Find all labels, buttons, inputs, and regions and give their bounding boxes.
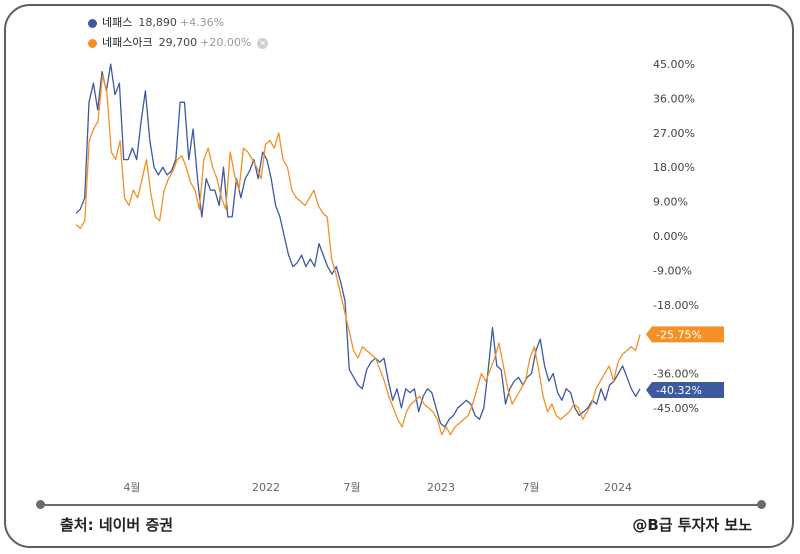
x-tick-label: 2022 [252, 481, 280, 494]
chart-legend: 네패스 18,890 +4.36% 네패스아크 29,700 +20.00% ✕ [88, 13, 269, 53]
end-value-labels: -25.75% -40.32% [646, 326, 724, 399]
y-tick-label: -18.00% [653, 299, 699, 312]
y-tick-label: 9.00% [653, 196, 688, 209]
close-icon[interactable]: ✕ [257, 37, 269, 49]
legend-change: +4.36% [179, 16, 225, 29]
y-tick-label: -36.00% [653, 368, 699, 381]
divider-end-dot [36, 500, 45, 509]
legend-item-nepes[interactable]: 네패스 18,890 +4.36% [88, 13, 268, 33]
y-tick-label: 45.00% [653, 58, 695, 71]
end-value-text: -40.32% [656, 384, 702, 397]
author-label: @B급 투자자 보노 [632, 516, 752, 534]
x-tick-label: 7월 [343, 481, 360, 494]
legend-name: 네패스아크 [102, 36, 153, 49]
legend-marker [88, 18, 97, 28]
series-line-nepes-ark [75, 74, 641, 436]
legend-item-nepes-ark[interactable]: 네패스아크 29,700 +20.00% ✕ [88, 33, 269, 53]
legend-value: 29,700 [158, 36, 198, 49]
series-line-nepes [75, 63, 641, 428]
footer-divider [40, 504, 762, 506]
x-tick-labels: 4월 2022 7월 2023 7월 2024 [123, 481, 632, 494]
legend-marker [88, 38, 97, 48]
x-tick-label: 4월 [123, 481, 140, 494]
legend-value: 18,890 [138, 16, 177, 29]
y-tick-labels: 45.00% 36.00% 27.00% 18.00% 9.00% 0.00% -9.00%… [653, 58, 699, 415]
end-value-label: -40.32% [646, 382, 724, 399]
y-tick-label: 27.00% [653, 127, 695, 140]
legend-name: 네패스 [102, 16, 133, 29]
chart-frame [4, 4, 794, 548]
end-value-label: -25.75% [646, 326, 724, 343]
y-tick-label: 18.00% [653, 161, 695, 174]
source-label: 출처: 네이버 증권 [60, 516, 174, 534]
legend-change: +20.00% [200, 36, 252, 49]
divider-end-dot [757, 500, 766, 509]
y-tick-label: -45.00% [653, 402, 699, 415]
y-tick-label: -9.00% [653, 264, 692, 277]
y-tick-label: 36.00% [653, 92, 695, 105]
y-tick-label: 0.00% [653, 230, 688, 243]
x-tick-label: 2024 [604, 481, 632, 494]
x-tick-label: 2023 [427, 481, 455, 494]
end-value-text: -25.75% [656, 328, 702, 341]
x-tick-label: 7월 [522, 481, 539, 494]
series-lines [75, 63, 641, 436]
